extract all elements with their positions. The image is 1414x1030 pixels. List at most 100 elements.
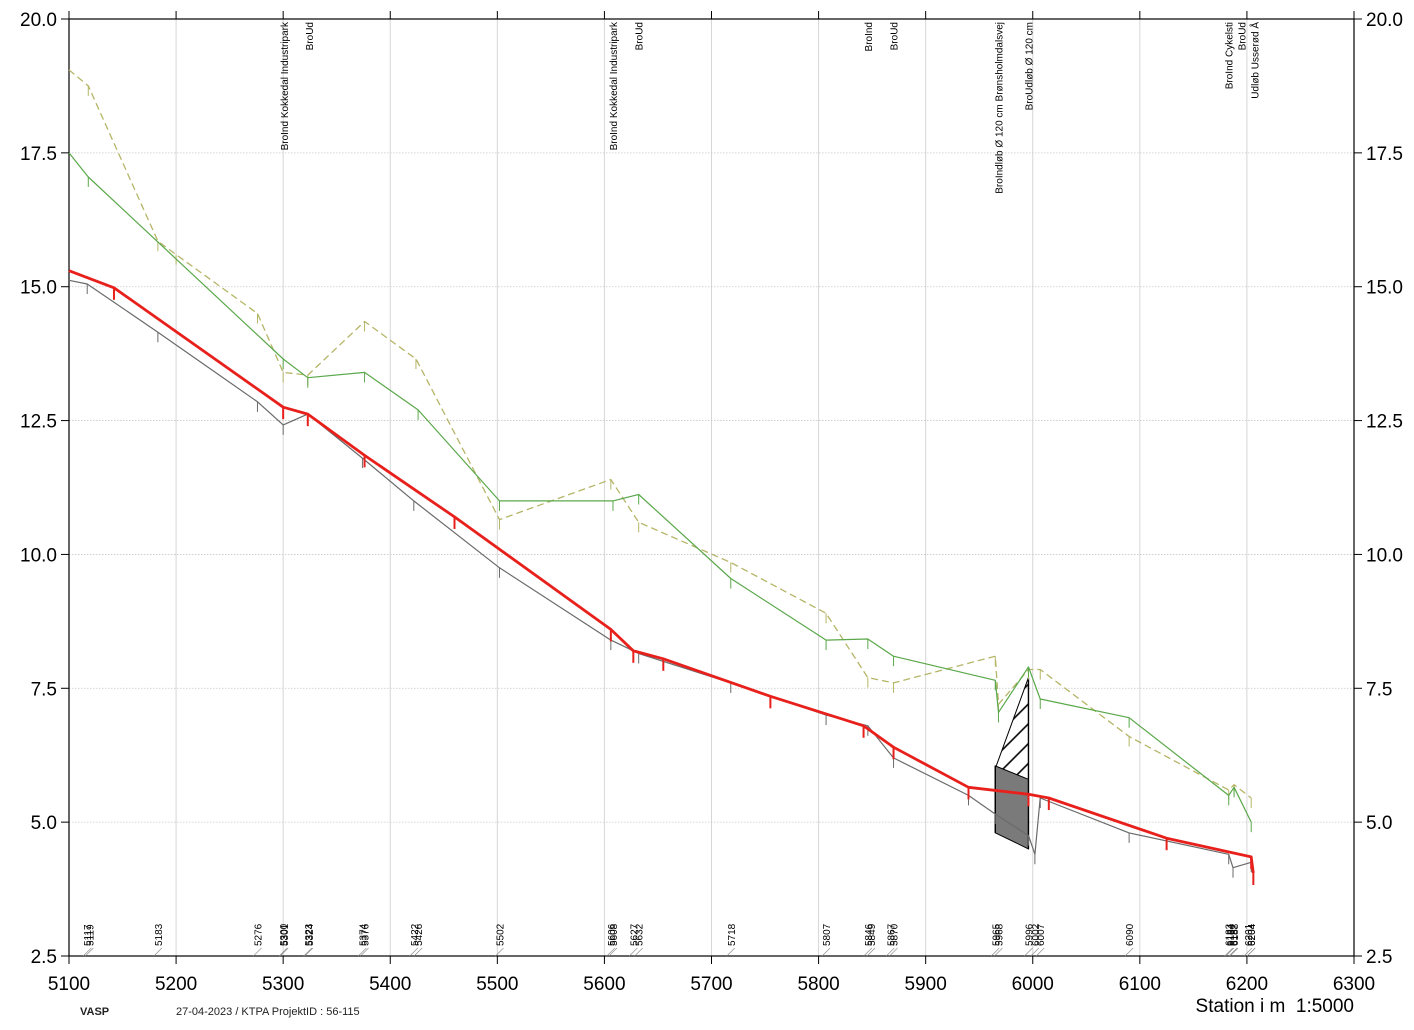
x-tick-label: 5200	[155, 974, 197, 995]
x-tick-label: 5700	[690, 974, 732, 995]
x-tick-label: 6300	[1333, 974, 1375, 995]
station-label: 5849	[867, 923, 878, 946]
station-label: 5718	[727, 923, 738, 946]
station-label: 5374	[358, 923, 369, 946]
annotation-label: BroInd Cykelsti	[1225, 22, 1236, 89]
station-label: 5300	[279, 923, 290, 946]
y-tick-label-left: 7.5	[31, 679, 57, 700]
y-tick-label-right: 15.0	[1366, 278, 1403, 299]
x-tick-label: 5800	[797, 974, 839, 995]
x-axis-title: Station i m	[1195, 996, 1286, 1017]
station-leader	[889, 947, 898, 957]
y-tick-label-left: 2.5	[31, 947, 57, 968]
grid	[68, 18, 1355, 957]
x-tick-label: 6200	[1226, 974, 1268, 995]
station-label: 5870	[890, 923, 901, 946]
y-tick-label-right: 5.0	[1366, 813, 1392, 834]
station-leader	[1224, 947, 1233, 957]
x-tick-label: 5300	[262, 974, 304, 995]
station-leader	[304, 947, 314, 957]
station-leader	[1030, 947, 1040, 957]
station-label: 5606	[607, 923, 618, 946]
annotations: BroInd Kokkedal Industripark BroUd BroInd …	[280, 21, 1261, 194]
station-label: 5627	[629, 923, 640, 946]
station-leader	[303, 947, 313, 957]
annotation-label: BroInd	[864, 22, 875, 51]
station-leader	[863, 947, 873, 957]
annotation-label: BroUd	[305, 22, 316, 50]
y-tick-label-right: 17.5	[1366, 144, 1403, 165]
y-tick-label-left: 5.0	[31, 813, 57, 834]
station-leader	[1246, 947, 1256, 957]
y-tick-label-left: 10.0	[20, 545, 57, 566]
station-leader	[634, 947, 643, 957]
x-tick-label: 5100	[48, 974, 90, 995]
x-tick-label: 6000	[1012, 974, 1054, 995]
station-leader	[82, 947, 92, 957]
station-label: 6184	[1226, 923, 1237, 946]
culvert	[994, 677, 1030, 850]
station-leader	[991, 947, 1000, 957]
y-tick-label-left: 17.5	[20, 144, 57, 165]
annotation-label: BroInd Kokkedal Industripark	[280, 21, 291, 150]
station-label: 6188	[1230, 923, 1241, 946]
series-line-0	[68, 69, 1252, 799]
x-tick-label: 5400	[369, 974, 411, 995]
station-label: 5632	[635, 923, 646, 946]
station-label: 5323	[304, 923, 315, 946]
station-label: 6090	[1125, 923, 1136, 946]
station-leader	[153, 947, 163, 957]
station-leader	[1243, 947, 1253, 957]
station-leader	[1225, 947, 1234, 957]
annotation-label: BroUdløb Ø 120 cm	[1024, 22, 1035, 110]
station-leader	[1124, 947, 1134, 957]
series-line-1	[68, 152, 1252, 823]
y-tick-label-right: 10.0	[1366, 545, 1403, 566]
x-axis-label: Station i m 1:5000	[1196, 996, 1354, 1018]
axes: 5100 5200 5300 5400 5500 5600 5700 5800 5900 6000…	[20, 10, 1403, 995]
y-tick-label-left: 15.0	[20, 278, 57, 299]
station-label: 5183	[154, 923, 165, 946]
station-label: 6204	[1247, 923, 1258, 946]
station-label: 6183	[1225, 923, 1236, 946]
brand-label: VASP	[80, 1006, 110, 1018]
station-label: 5422	[410, 923, 421, 946]
station-label: 5807	[822, 923, 833, 946]
station-leader	[866, 947, 876, 957]
scale-label: 1:5000	[1295, 996, 1354, 1017]
meta-label: 27-04-2023 / KTPA ProjektID : 56-115	[176, 1006, 360, 1018]
station-label: 6002	[1031, 923, 1042, 946]
station-label: 6187	[1229, 923, 1240, 946]
station-label: 5965	[991, 923, 1002, 946]
station-label: 6201	[1244, 923, 1255, 946]
station-leader	[606, 947, 616, 957]
x-tick-label: 5600	[583, 974, 625, 995]
station-label: 5324	[305, 923, 316, 946]
station-label: 5846	[864, 923, 875, 946]
annotation-label: Udløb Usserød Å	[1248, 22, 1261, 99]
station-leader	[495, 947, 504, 957]
series	[68, 69, 1255, 886]
annotation-label: BroUd	[635, 22, 646, 50]
station-label: 5276	[253, 923, 264, 946]
station-leader	[629, 947, 638, 957]
series-line-3	[68, 269, 1255, 874]
annotation-label: BroUd	[1238, 22, 1249, 50]
station-label: 5502	[495, 923, 506, 946]
station-leader	[413, 947, 423, 957]
y-tick-label-right: 2.5	[1366, 947, 1392, 968]
station-label: 5376	[361, 923, 372, 946]
station-label: 5301	[280, 923, 291, 946]
station-leader	[85, 947, 94, 957]
station-leader	[1024, 947, 1033, 957]
y-tick-label-right: 7.5	[1366, 679, 1392, 700]
annotation-label: BroUd	[890, 22, 901, 50]
station-leader	[358, 947, 367, 957]
annotation-label: BroIndløb Ø 120 cm Brønsholmdalsvej	[994, 22, 1005, 194]
y-tick-label-right: 20.0	[1366, 10, 1403, 31]
station-label: 5968	[994, 923, 1005, 946]
culvert-fill	[994, 765, 1029, 850]
station-leader	[1036, 947, 1045, 957]
